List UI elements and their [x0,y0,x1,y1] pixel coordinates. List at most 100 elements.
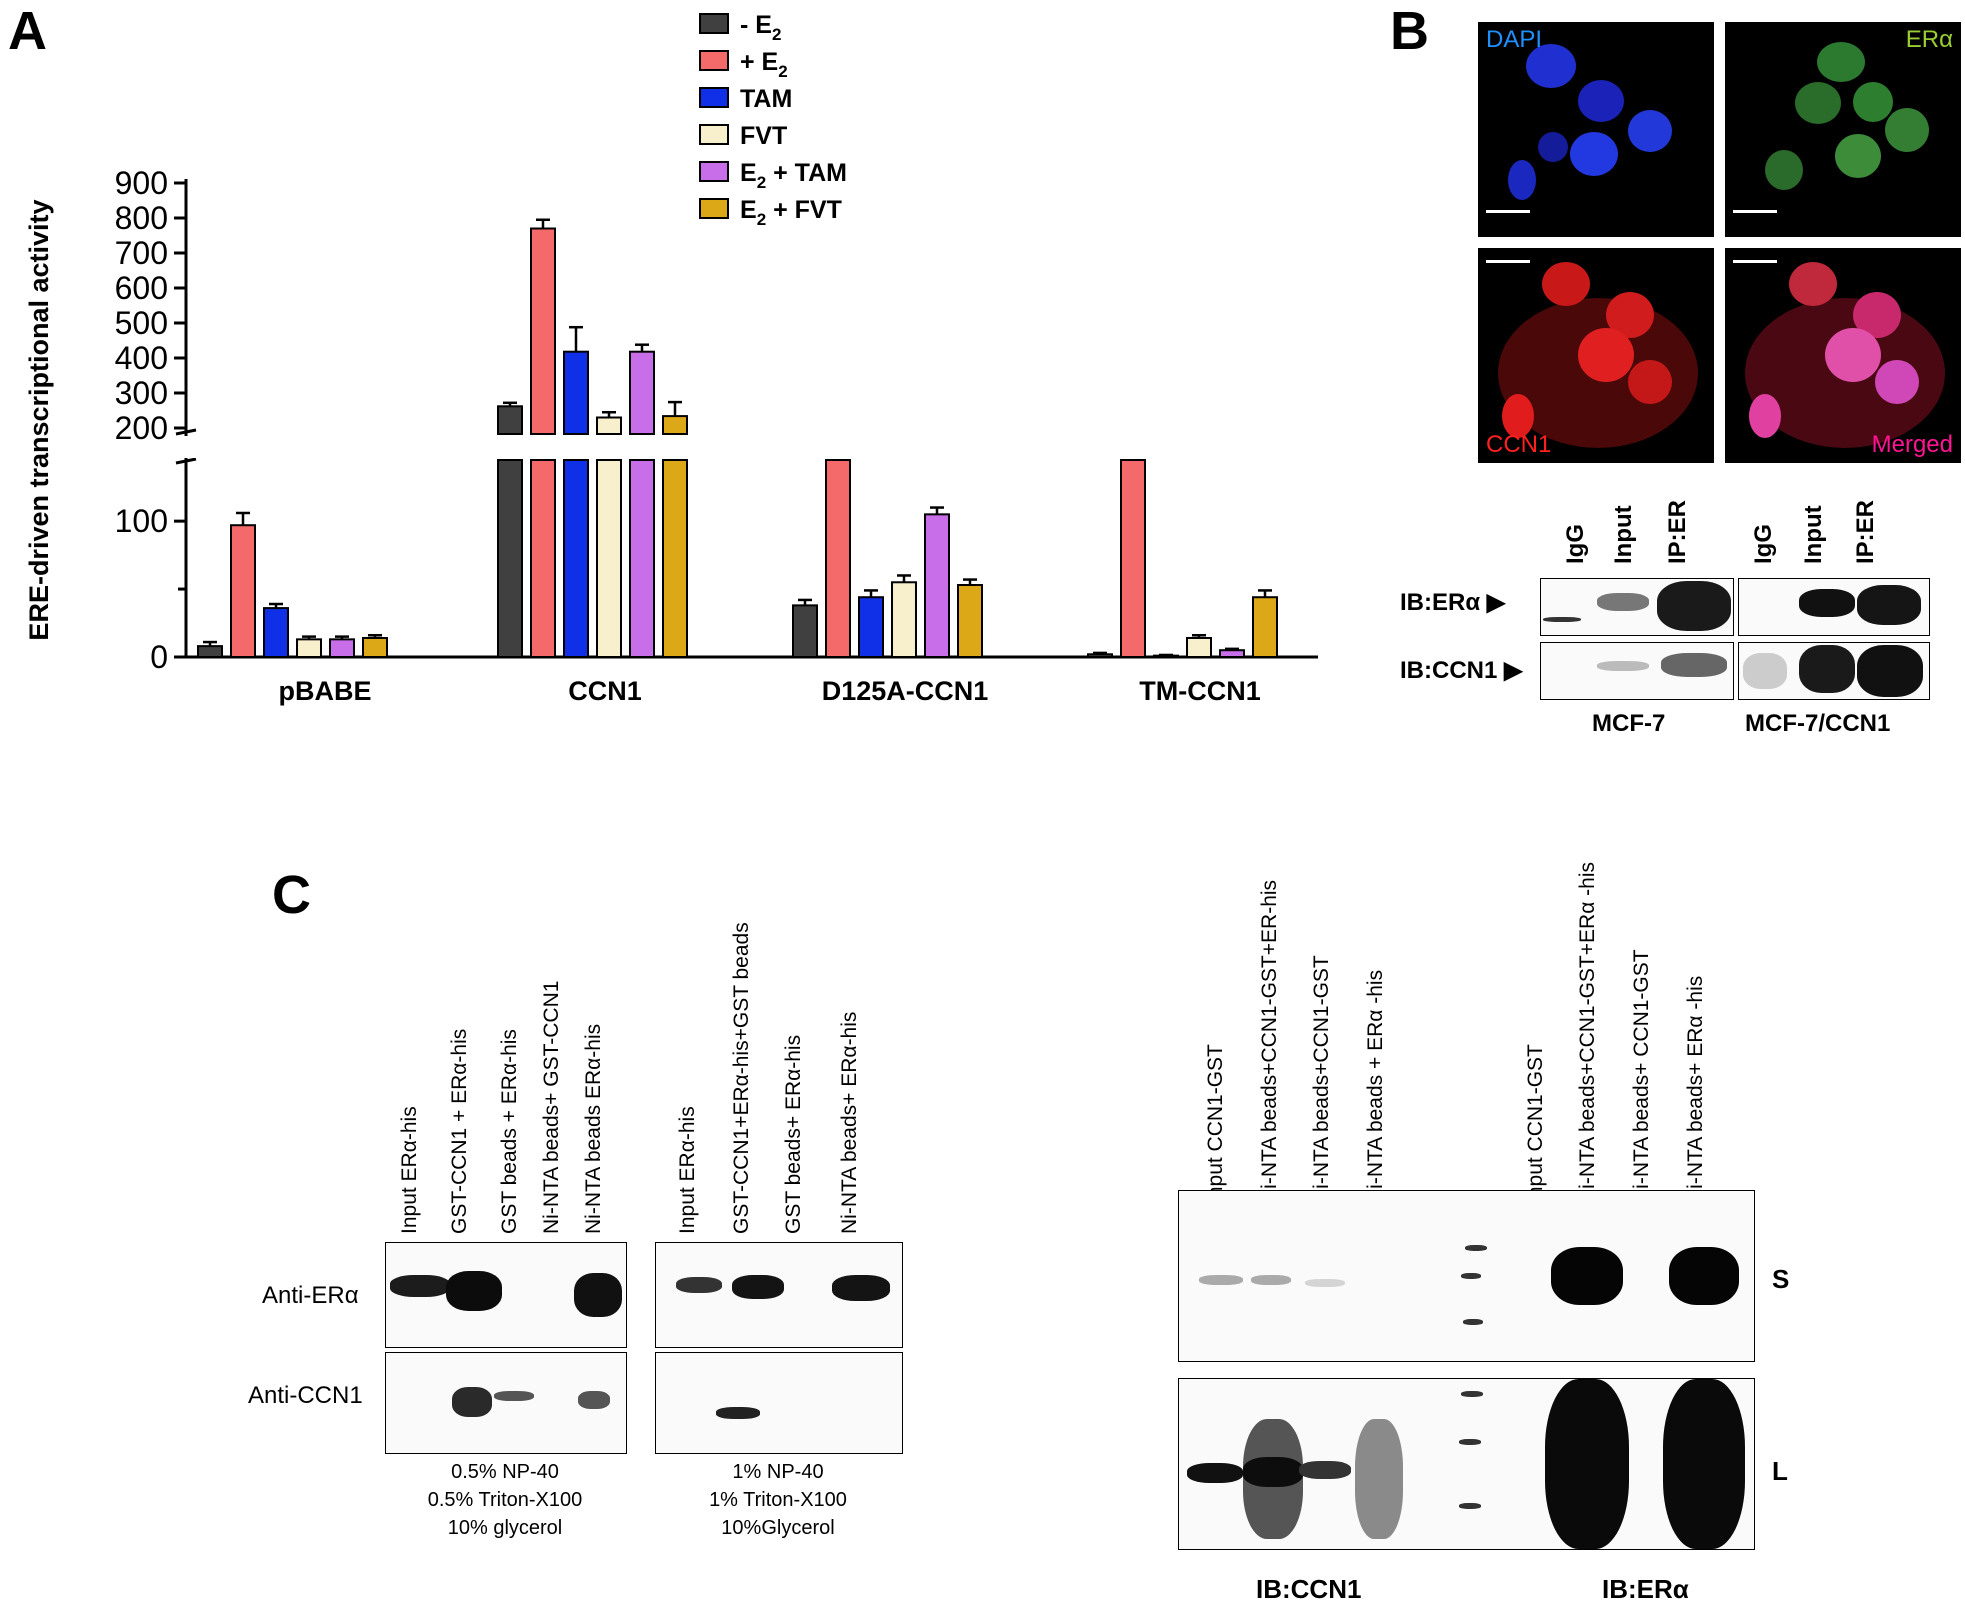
bar [296,638,322,659]
blot-mcf7-ccn1-ccn1 [1738,642,1930,700]
micrograph-merged: Merged [1725,248,1961,463]
lane-label-input-2: Input [1800,505,1827,564]
lane-label-r1: Input CCN1-GST [1204,1044,1227,1204]
micrograph-label-er-alpha: ERα [1905,26,1953,53]
bar [563,459,589,658]
bar [1120,459,1146,658]
lane-label-ip-er-2: IP:ER [1852,499,1879,564]
bar [1087,653,1113,659]
lane-label-c3: GST beads + ERα-his [498,1029,521,1234]
bar [362,636,388,658]
legend-entry: E2 + FVT [740,196,842,229]
lane-label-c8: GST beads+ ERα-his [782,1034,805,1234]
lane-label-c9: Ni-NTA beads+ ERα-his [838,1011,861,1234]
bar [1186,636,1212,658]
bar [197,645,223,659]
lane-label-igg-2: IgG [1750,524,1777,564]
buffer-mid: 1% NP-40 1% Triton-X100 10%Glycerol [709,1461,847,1539]
bar [596,459,622,658]
bar [563,350,589,436]
blot-c-mid-er-alpha [655,1242,903,1348]
panel-letter-b: B [1390,1,1429,61]
legend-swatch [699,161,729,182]
blot-c-mid-ccn1 [655,1352,903,1454]
bar [629,459,655,658]
lane-label-r2: Ni-NTA beads+CCN1-GST+ER-his [1258,879,1281,1204]
axis-break-mark [175,457,197,465]
row-label-anti-ccn1: Anti-CCN1 [248,1382,363,1409]
bar [662,415,688,436]
bar [792,604,818,659]
lane-label-c4: Ni-NTA beads+ GST-CCN1 [540,980,563,1234]
cell-line-mcf7-ccn1: MCF-7/CCN1 [1745,710,1891,737]
axis-break-gap [190,436,1320,458]
micrograph-label-ccn1: CCN1 [1486,431,1552,458]
panel-letter-a: A [8,1,47,61]
ib-label-ccn1: IB:CCN1 [1256,1574,1362,1604]
legend-swatch [699,198,729,219]
micrograph-dapi: DAPI [1478,22,1714,237]
bar [662,459,688,658]
cell-line-mcf7: MCF-7 [1592,710,1666,737]
bar [230,524,256,659]
bar [629,350,655,436]
micrograph-label-dapi: DAPI [1486,26,1543,53]
bar [497,459,523,658]
bar [825,459,851,658]
bar [957,583,983,658]
lane-label-c1: Input ERα-his [398,1106,421,1234]
blot-c-left-ccn1 [385,1352,627,1454]
legend-entry: E2 + TAM [740,159,847,192]
lane-label-c6: Input ERα-his [676,1106,699,1234]
lane-label-c7: GST-CCN1+ERα-his+GST beads [730,922,753,1234]
legend-entry: FVT [740,122,787,150]
y-tick-label: 700 [115,235,168,271]
category-label: pBABE [279,676,372,706]
lane-label-igg: IgG [1562,524,1589,564]
blot-mcf7-ccn1 [1540,642,1734,700]
micrograph-label-merged: Merged [1871,431,1953,458]
lane-label-c2: GST-CCN1 + ERα-his [448,1028,471,1234]
y-tick-label: 300 [115,375,168,411]
lane-label-input: Input [1610,505,1637,564]
category-label: CCN1 [568,676,642,706]
bar [891,581,917,659]
exposure-short: S [1772,1264,1790,1294]
y-tick-label: 500 [115,305,168,341]
bar [596,416,622,435]
bar [329,638,355,659]
category-label: D125A-CCN1 [822,676,989,706]
bar [924,513,950,659]
micrograph-ccn1: CCN1 [1478,248,1714,463]
legend-swatch [699,87,729,108]
row-label-ib-er-alpha: IB:ERα ▶ [1400,589,1506,616]
blot-mcf7-ccn1-er-alpha [1738,578,1930,636]
legend-entry: - E2 [740,11,781,44]
blot-c-left-er-alpha [385,1242,627,1348]
bar [858,596,884,659]
bar [497,405,523,435]
micrograph-er-alpha: ERα [1725,22,1961,237]
blot-c-right-long [1178,1378,1755,1550]
category-label: TM-CCN1 [1139,676,1261,706]
bar [530,459,556,658]
bar [1252,596,1278,659]
lane-label-r6: Ni-NTA beads+CCN1-GST+ERα -his [1576,861,1599,1204]
lane-label-c5: Ni-NTA beads ERα-his [582,1023,605,1234]
legend-swatch [699,13,729,34]
legend-swatch [699,124,729,145]
y-tick-label: 900 [115,165,168,201]
lane-label-ip-er: IP:ER [1664,499,1691,564]
y-tick-label: 100 [115,503,168,539]
bar [530,227,556,435]
row-label-anti-er-alpha: Anti-ERα [262,1282,359,1309]
y-tick-label: 400 [115,340,168,376]
y-tick-label: 200 [115,410,168,446]
y-axis-label: ERE-driven transcriptional activity [24,199,54,640]
lane-label-r5: Input CCN1-GST [1524,1044,1547,1204]
legend-swatch [699,50,729,71]
exposure-long: L [1772,1456,1788,1486]
lane-label-r8: Ni-NTA beads+ ERα -his [1684,975,1707,1204]
y-tick-label: 600 [115,270,168,306]
